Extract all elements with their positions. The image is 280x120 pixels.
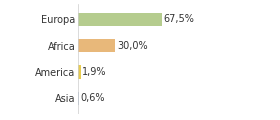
Text: 0,6%: 0,6% xyxy=(81,93,105,103)
Bar xyxy=(78,39,115,52)
Bar xyxy=(78,13,162,26)
Text: 67,5%: 67,5% xyxy=(163,14,194,24)
Bar xyxy=(78,65,81,78)
Bar xyxy=(78,92,79,105)
Text: 30,0%: 30,0% xyxy=(117,41,148,51)
Text: 1,9%: 1,9% xyxy=(82,67,107,77)
